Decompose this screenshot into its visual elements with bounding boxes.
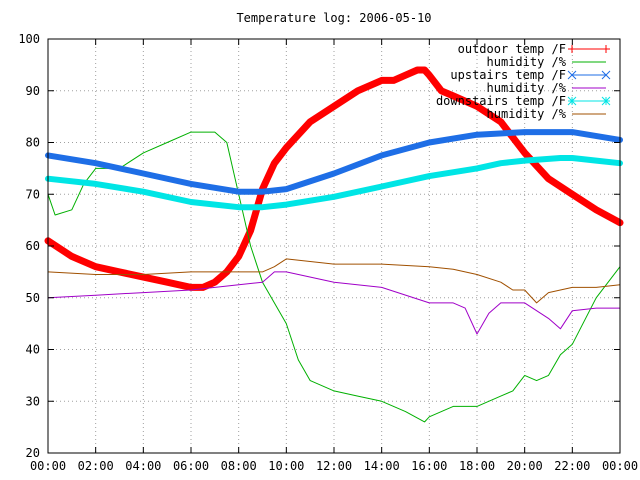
y-tick-label: 30: [26, 394, 40, 408]
series-line-2: [47, 131, 621, 423]
y-tick-label: 70: [26, 187, 40, 201]
legend-label: humidity /%: [487, 81, 567, 95]
y-tick-label: 80: [26, 136, 40, 150]
grid-layer: [48, 39, 620, 453]
legend-label: downstairs temp /F: [436, 94, 566, 108]
legend-marker: [601, 70, 611, 80]
y-tick-label: 90: [26, 84, 40, 98]
y-tick-label: 50: [26, 291, 40, 305]
x-tick-label: 04:00: [125, 459, 161, 473]
x-tick-label: 12:00: [316, 459, 352, 473]
series-layer: [44, 66, 624, 423]
series-line-6: [47, 258, 621, 304]
y-tick-label: 60: [26, 239, 40, 253]
x-tick-label: 20:00: [507, 459, 543, 473]
legend-label: humidity /%: [487, 107, 567, 121]
legend-marker: [567, 70, 577, 80]
series-line-5: [45, 155, 623, 211]
x-tick-label: 06:00: [173, 459, 209, 473]
x-tick-label: 22:00: [554, 459, 590, 473]
legend-marker: [601, 96, 611, 106]
x-tick-label: 08:00: [221, 459, 257, 473]
legend-label: upstairs temp /F: [450, 68, 566, 82]
legend-label: outdoor temp /F: [458, 42, 566, 56]
ticks-layer: 20 30 40 50 60 70 80 90 100 00:00 02:00 04:00 06:00 0…: [18, 32, 638, 473]
y-tick-label: 100: [18, 32, 40, 46]
x-tick-label: 18:00: [459, 459, 495, 473]
x-tick-label: 16:00: [411, 459, 447, 473]
series-line-3: [45, 129, 623, 195]
x-tick-label: 00:00: [30, 459, 66, 473]
x-tick-label: 14:00: [364, 459, 400, 473]
x-tick-label: 10:00: [268, 459, 304, 473]
x-tick-label: 00:00: [602, 459, 638, 473]
series-line-4: [47, 271, 621, 335]
x-tick-label: 02:00: [78, 459, 114, 473]
chart-title: Temperature log: 2006-05-10: [236, 11, 431, 25]
y-tick-label: 20: [26, 446, 40, 460]
series-line-1: [44, 66, 624, 291]
legend-marker: [567, 96, 577, 106]
y-tick-label: 40: [26, 343, 40, 357]
legend-label: humidity /%: [487, 55, 567, 69]
